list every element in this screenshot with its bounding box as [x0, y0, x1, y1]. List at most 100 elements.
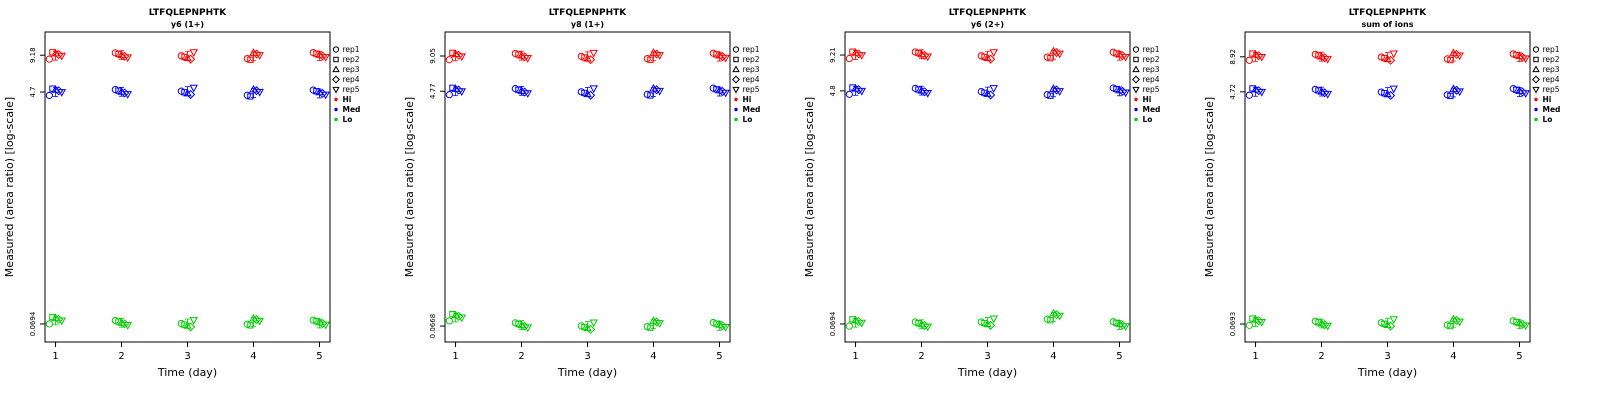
data-point-circle	[1245, 56, 1253, 64]
x-tick-label: 4	[1050, 351, 1056, 362]
data-point-triangle-down	[1455, 318, 1464, 327]
x-tick-label: 5	[316, 351, 322, 362]
data-point-circle	[45, 320, 53, 328]
x-tick-label: 4	[650, 351, 656, 362]
data-point-square	[1447, 322, 1454, 330]
legend-label-level: Hi	[743, 95, 752, 104]
legend-dot	[1134, 97, 1138, 102]
data-point-square	[733, 56, 739, 63]
x-tick-label: 1	[52, 351, 58, 362]
data-point-diamond	[186, 322, 196, 332]
chart-subtitle: y8 (1+)	[571, 20, 604, 29]
legend-label-level: Hi	[343, 95, 352, 104]
legend-label-rep: rep2	[1143, 55, 1160, 64]
data-point-triangle-down	[989, 85, 998, 93]
panel-1: LTFQLEPNPHTK y6 (1+) 9.18 4.7 0.0694 1 2 3 4 5 Tim…	[0, 0, 400, 400]
y-tick-label: 4.72	[1229, 84, 1237, 100]
data-point-triangle-down	[255, 317, 264, 326]
data-point-triangle-down	[523, 90, 532, 98]
data-point-triangle-down	[189, 317, 198, 325]
legend-label-rep: rep3	[1543, 65, 1560, 74]
data-point-triangle	[1132, 65, 1140, 73]
x-axis-label: Time (day)	[157, 366, 217, 379]
data-point-circle	[1245, 91, 1253, 99]
data-point-diamond	[186, 89, 196, 100]
x-tick-label: 1	[1252, 351, 1258, 362]
data-point-diamond	[586, 90, 596, 100]
x-tick-label: 4	[1450, 351, 1456, 362]
legend-dot	[334, 97, 338, 102]
data-point-triangle-down	[457, 88, 467, 96]
data-point-triangle-down	[1323, 55, 1332, 64]
data-point-circle	[1132, 46, 1140, 53]
legend-label-rep: rep3	[1143, 65, 1160, 74]
chart-subtitle: sum of ions	[1361, 20, 1413, 29]
legend-label-level: Lo	[343, 115, 353, 124]
data-point-triangle-down	[1389, 50, 1398, 59]
data-point-triangle-down	[1055, 50, 1064, 59]
legend-label-rep: rep4	[1543, 75, 1560, 84]
chart-subtitle: y6 (2+)	[971, 20, 1004, 29]
data-point-square	[247, 56, 254, 63]
data-point-triangle-down	[57, 317, 67, 326]
data-point-circle	[1245, 321, 1253, 329]
data-point-triangle-down	[1323, 322, 1332, 331]
data-point-triangle-down	[57, 52, 67, 61]
legend-label-rep: rep2	[1543, 55, 1560, 64]
y-tick-label: 4.77	[429, 83, 437, 99]
plot-box	[1244, 31, 1531, 343]
data-point-triangle-down	[1455, 52, 1464, 61]
legend-dot	[1534, 107, 1538, 112]
data-point-circle	[845, 54, 853, 63]
y-axis-label: Measured (area ratio) [log-scale]	[803, 97, 816, 277]
data-point-triangle-down	[321, 321, 330, 330]
data-point-square	[647, 324, 654, 331]
data-point-triangle-down	[1521, 90, 1530, 98]
data-point-triangle-down	[655, 320, 664, 328]
data-point-triangle-down	[57, 89, 67, 97]
data-point-triangle	[732, 65, 740, 73]
data-point-square	[1447, 56, 1454, 64]
legend-label-rep: rep4	[343, 75, 360, 84]
data-point-diamond	[1386, 90, 1396, 101]
data-point-triangle-down	[321, 91, 330, 100]
data-point-triangle-down	[589, 85, 598, 94]
legend-dot	[734, 107, 738, 112]
plot-box	[44, 31, 331, 343]
data-point-triangle-down	[321, 54, 330, 62]
data-point-circle	[732, 46, 740, 53]
data-point-triangle-down	[857, 87, 867, 96]
data-point-triangle	[332, 65, 340, 73]
x-tick-label: 3	[984, 351, 990, 362]
chart-title: LTFQLEPNPHTK	[149, 8, 227, 18]
legend-label-rep: rep5	[743, 85, 760, 94]
data-point-triangle-down	[189, 49, 198, 58]
data-point-square	[1533, 56, 1539, 63]
data-point-triangle-down	[1257, 53, 1267, 62]
data-point-diamond	[586, 324, 596, 334]
data-point-diamond	[586, 55, 596, 65]
data-point-triangle-down	[123, 54, 132, 63]
legend-label-rep: rep3	[343, 65, 360, 74]
data-point-diamond	[1132, 75, 1140, 84]
data-point-circle	[445, 91, 453, 99]
legend-dot	[334, 117, 338, 122]
data-point-triangle-down	[1532, 86, 1540, 94]
data-point-triangle-down	[732, 86, 740, 94]
x-tick-label: 2	[118, 351, 124, 362]
legend-label-rep: rep5	[1143, 85, 1160, 94]
data-point-triangle-down	[857, 52, 867, 60]
x-tick-label: 1	[852, 351, 858, 362]
legend-label-rep: rep5	[1543, 85, 1560, 94]
y-tick-label: 0.0693	[1229, 312, 1237, 337]
data-point-triangle-down	[721, 324, 730, 332]
data-point-triangle-down	[655, 87, 664, 96]
legend-dot	[1534, 117, 1538, 122]
x-tick-label: 4	[250, 351, 256, 362]
panel-3: LTFQLEPNPHTK y6 (2+) 9.21 4.8 0.0694 1 2 3 4 5 Tim…	[800, 0, 1200, 400]
data-point-circle	[845, 322, 853, 330]
plot-box	[844, 31, 1131, 343]
legend-label-level: Med	[1543, 105, 1561, 114]
data-point-diamond	[332, 75, 340, 84]
